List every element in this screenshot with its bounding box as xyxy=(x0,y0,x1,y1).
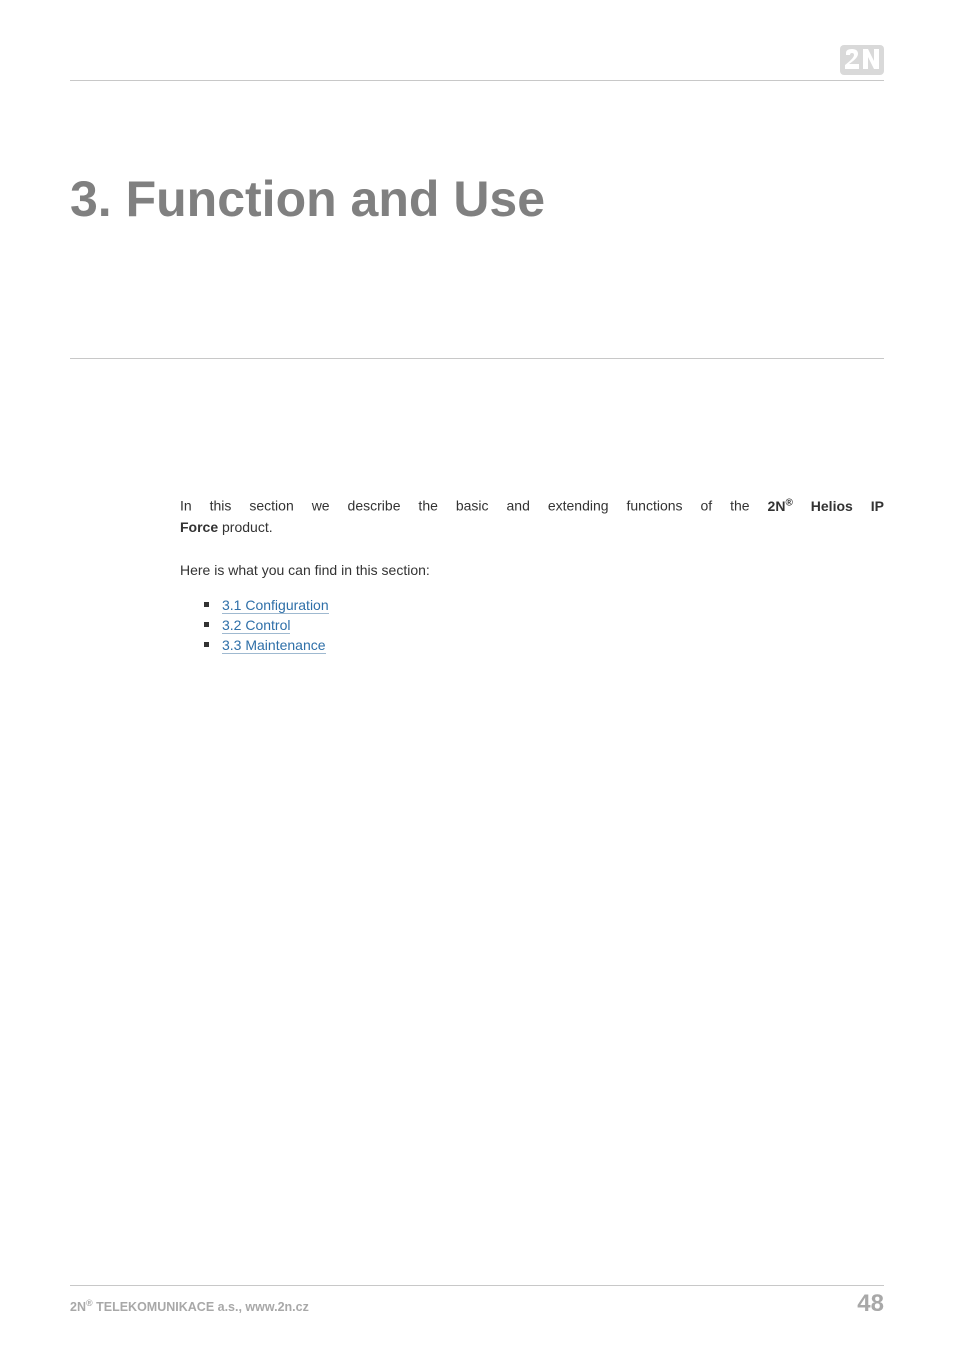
link-control[interactable]: 3.2 Control xyxy=(222,617,290,634)
footer-rule xyxy=(70,1285,884,1286)
page-number: 48 xyxy=(857,1290,884,1318)
list-item: 3.3 Maintenance xyxy=(222,635,884,655)
section-contents-lead: Here is what you can find in this sectio… xyxy=(180,560,884,581)
footer-company: 2N® TELEKOMUNIKACE a.s., www.2n.cz xyxy=(70,1298,309,1314)
page: 3. Function and Use In this section we d… xyxy=(0,0,954,1350)
title-underline-rule xyxy=(70,358,884,359)
intro-paragraph-line2: Force product. xyxy=(180,517,884,538)
link-configuration[interactable]: 3.1 Configuration xyxy=(222,597,329,614)
list-item: 3.2 Control xyxy=(222,615,884,635)
link-maintenance[interactable]: 3.3 Maintenance xyxy=(222,637,326,654)
page-footer: 2N® TELEKOMUNIKACE a.s., www.2n.cz 48 xyxy=(70,1290,884,1318)
intro-text-prefix: In this section we describe the basic an… xyxy=(180,498,768,514)
product-name: 2N® Helios IP xyxy=(768,498,884,514)
brand-logo xyxy=(840,45,884,75)
body-content: In this section we describe the basic an… xyxy=(180,495,884,656)
chapter-title: 3. Function and Use xyxy=(70,170,545,228)
header-rule xyxy=(70,80,884,81)
list-item: 3.1 Configuration xyxy=(222,595,884,615)
section-links-list: 3.1 Configuration 3.2 Control 3.3 Mainte… xyxy=(180,595,884,656)
intro-paragraph-line1: In this section we describe the basic an… xyxy=(180,495,884,517)
